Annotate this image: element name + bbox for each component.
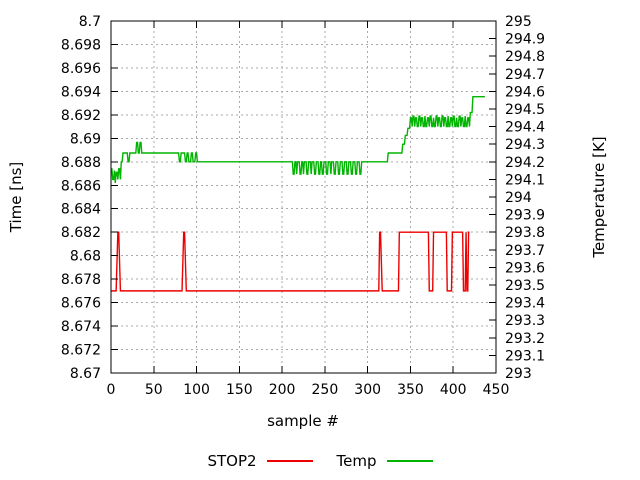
y2-tick-label: 294 xyxy=(505,190,532,206)
y-tick-label: 8.692 xyxy=(61,108,101,124)
tick-marks xyxy=(110,20,497,374)
x-tick-label: 400 xyxy=(440,382,467,398)
y2-tick-label: 293.6 xyxy=(505,260,545,276)
y2-tick-label: 293.9 xyxy=(505,208,545,224)
y-tick-label: 8.68 xyxy=(70,249,101,265)
y2-tick-label: 294.7 xyxy=(505,67,545,83)
x-tick-label: 200 xyxy=(269,382,296,398)
y2-tick-label: 294.1 xyxy=(505,172,545,188)
x-tick-label: 450 xyxy=(483,382,510,398)
legend-label-temp: Temp xyxy=(336,452,377,470)
tick-labels: 8.67 8.672 8.674 8.676 8.678 8.68 8.682 8.684 8.… xyxy=(61,14,545,398)
y2-tick-label: 293.4 xyxy=(505,296,545,312)
y-axis-title: Time [ns] xyxy=(7,161,25,233)
y2-tick-label: 293 xyxy=(505,366,532,382)
x-tick-label: 250 xyxy=(312,382,339,398)
y-tick-label: 8.684 xyxy=(61,202,101,218)
y2-axis-title: Temperature [K] xyxy=(590,136,608,258)
y-tick-label: 8.682 xyxy=(61,225,101,241)
y-tick-label: 8.676 xyxy=(61,296,101,312)
y-tick-label: 8.688 xyxy=(61,155,101,171)
y2-tick-label: 293.3 xyxy=(505,313,545,329)
y-tick-label: 8.674 xyxy=(61,319,101,335)
y-tick-label: 8.694 xyxy=(61,84,101,100)
y-tick-label: 8.7 xyxy=(79,14,101,30)
y2-tick-label: 294.6 xyxy=(505,84,545,100)
y2-tick-label: 293.7 xyxy=(505,243,545,259)
y2-tick-label: 294.4 xyxy=(505,120,545,136)
x-axis-title: sample # xyxy=(267,412,339,430)
y-tick-label: 8.698 xyxy=(61,37,101,53)
legend-entry-stop2: STOP2 xyxy=(207,452,313,470)
plot-border xyxy=(110,20,497,374)
y-tick-label: 8.672 xyxy=(61,343,101,359)
temp-legend-line-sample xyxy=(386,460,433,462)
y-tick-label: 8.69 xyxy=(70,131,101,147)
y-tick-label: 8.67 xyxy=(70,366,101,382)
legend: STOP2 Temp xyxy=(0,452,640,470)
x-tick-label: 150 xyxy=(226,382,253,398)
y2-tick-label: 294.2 xyxy=(505,155,545,171)
x-tick-label: 350 xyxy=(397,382,424,398)
y2-tick-label: 294.9 xyxy=(505,32,545,48)
y2-tick-label: 293.8 xyxy=(505,225,545,241)
y2-tick-label: 294.8 xyxy=(505,49,545,65)
y2-tick-label: 295 xyxy=(505,14,532,30)
y2-tick-label: 294.3 xyxy=(505,137,545,153)
legend-label-stop2: STOP2 xyxy=(207,452,257,470)
grid-lines xyxy=(111,21,496,373)
stop2-series-line xyxy=(111,231,470,292)
x-tick-label: 50 xyxy=(145,382,163,398)
legend-entry-temp: Temp xyxy=(337,452,433,470)
y2-tick-label: 293.1 xyxy=(505,348,545,364)
stop2-legend-line-sample xyxy=(266,460,313,462)
temp-series-line xyxy=(111,95,485,183)
y-tick-label: 8.678 xyxy=(61,272,101,288)
x-tick-label: 0 xyxy=(107,382,116,398)
x-tick-label: 300 xyxy=(354,382,381,398)
y2-tick-label: 294.5 xyxy=(505,102,545,118)
y2-tick-label: 293.5 xyxy=(505,278,545,294)
y-tick-label: 8.686 xyxy=(61,178,101,194)
y2-tick-label: 293.2 xyxy=(505,331,545,347)
x-tick-label: 100 xyxy=(183,382,210,398)
y-tick-label: 8.696 xyxy=(61,61,101,77)
